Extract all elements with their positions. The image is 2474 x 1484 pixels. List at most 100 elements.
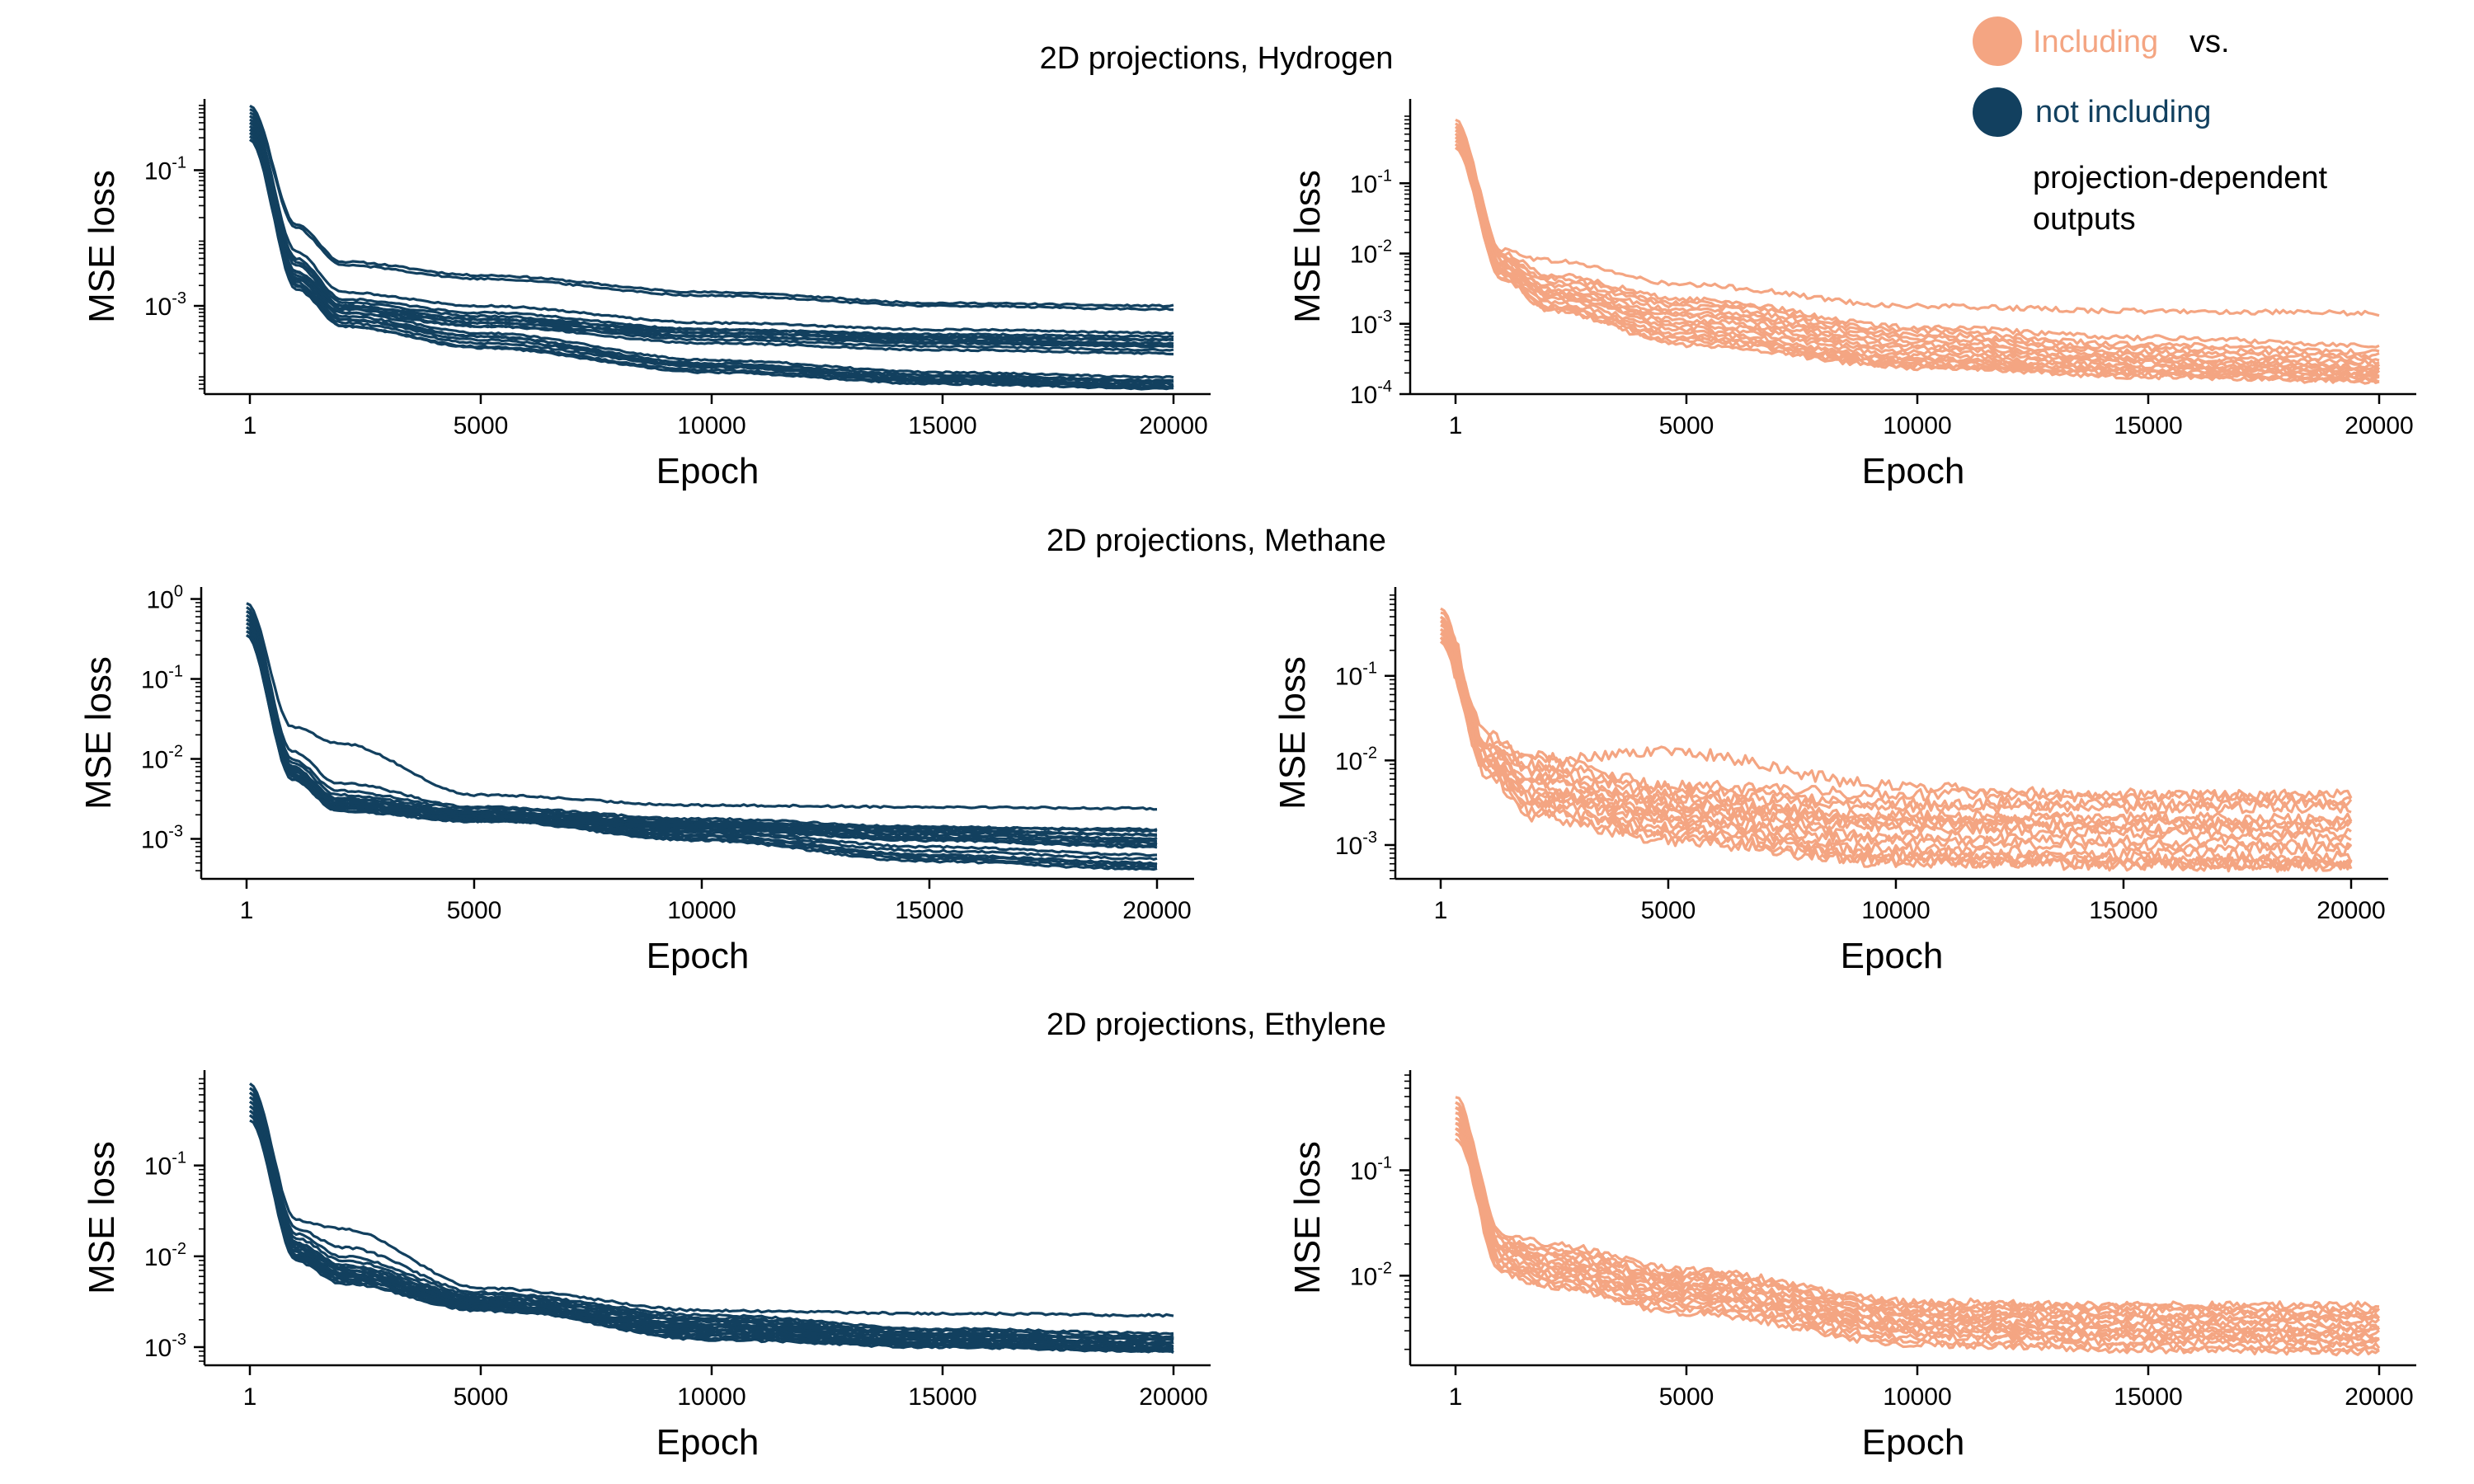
series-line-1: [249, 105, 1174, 308]
x-tick-label-20000: 20000: [1139, 1383, 1207, 1411]
series-line-17: [249, 139, 1174, 348]
x-tick-label-20000: 20000: [2345, 1383, 2413, 1411]
x-tick-label-20000: 20000: [1122, 897, 1191, 924]
y-tick-base: 10: [141, 747, 168, 774]
series-line-14: [246, 630, 1158, 871]
legend-not-including-label: not including: [2035, 95, 2211, 129]
y-tick-label--1: 10-1: [1350, 1153, 1392, 1185]
series-line-2: [249, 1087, 1174, 1336]
series-line-6: [1455, 1111, 2381, 1326]
x-tick-label-15000: 15000: [2089, 897, 2157, 924]
x-tick-label-1: 1: [1449, 412, 1463, 439]
y-tick-base: 10: [1350, 382, 1377, 409]
y-tick-label--3: 10-3: [1335, 829, 1377, 860]
y-tick-exponent: -4: [1377, 378, 1392, 396]
series-line-4: [1454, 125, 2380, 359]
row-title-ethylene: 2D projections, Ethylene: [1047, 1007, 1386, 1042]
y-tick-exponent: -3: [168, 823, 183, 841]
panel-methane-not-including: 1 5000 10000 15000 2000010010-110-210-3Epoch…: [78, 583, 1194, 976]
x-tick-label-5000: 5000: [1659, 412, 1714, 439]
series-line-8: [249, 121, 1174, 356]
series-group: [1454, 118, 2381, 385]
series-line-1: [246, 602, 1158, 811]
series-line-8: [249, 1100, 1174, 1348]
series-line-14: [249, 1114, 1174, 1355]
y-tick-base: 10: [1350, 242, 1377, 269]
x-tick-label-5000: 5000: [454, 1383, 509, 1411]
x-tick-label-10000: 10000: [677, 1383, 745, 1411]
series-line-12: [1439, 632, 2352, 867]
x-axis-label: Epoch: [656, 1422, 760, 1463]
x-tick-label-1: 1: [243, 412, 257, 439]
series-line-9: [246, 622, 1158, 857]
x-tick-label-15000: 15000: [908, 1383, 976, 1411]
x-axis-label: Epoch: [1862, 451, 1965, 491]
series-group: [1439, 607, 2353, 873]
panel-methane-including: 1 5000 10000 15000 2000010-110-210-3EpochMSE…: [1272, 587, 2388, 976]
y-tick-label--3: 10-3: [144, 289, 186, 321]
series-line-14: [1455, 1132, 2381, 1350]
legend-including-marker: [1973, 16, 2022, 66]
row-title-methane: 2D projections, Methane: [1047, 524, 1386, 558]
y-axis-label: MSE loss: [82, 1141, 122, 1294]
series-line-14: [249, 131, 1174, 391]
y-tick-base: 10: [1350, 312, 1377, 339]
series-line-18: [249, 139, 1174, 388]
series-line-1: [249, 1082, 1174, 1318]
x-axis-label: Epoch: [1862, 1422, 1965, 1463]
y-tick-exponent: -3: [1377, 308, 1392, 326]
series-line-15: [248, 1114, 1174, 1342]
y-tick-base: 10: [1350, 171, 1377, 198]
series-line-16: [246, 634, 1158, 832]
series-line-16: [249, 134, 1174, 342]
y-tick-exponent: 0: [174, 583, 183, 601]
series-group: [249, 105, 1174, 391]
x-tick-label-5000: 5000: [1641, 897, 1696, 924]
y-tick-exponent: -2: [172, 1240, 186, 1258]
series-line-3: [249, 111, 1174, 336]
y-tick-base: 10: [141, 667, 168, 694]
y-axis-label: MSE loss: [82, 170, 122, 323]
y-tick-exponent: -1: [172, 153, 186, 171]
y-tick-base: 10: [1335, 748, 1362, 775]
series-line-2: [1440, 611, 2352, 805]
series-line-5: [249, 1092, 1174, 1342]
y-tick-exponent: -2: [1377, 237, 1392, 256]
y-tick-label-0: 100: [147, 583, 184, 614]
y-tick-exponent: -1: [1362, 660, 1377, 678]
y-tick-label--1: 10-1: [141, 663, 183, 694]
y-tick-exponent: -2: [1377, 1259, 1392, 1277]
y-tick-base: 10: [144, 1335, 172, 1362]
x-tick-label-10000: 10000: [667, 897, 736, 924]
x-tick-label-20000: 20000: [1139, 412, 1207, 439]
legend-including-label: Including: [2033, 25, 2158, 59]
y-tick-label--2: 10-2: [141, 743, 183, 774]
y-tick-exponent: -3: [172, 289, 186, 308]
y-tick-label--3: 10-3: [141, 823, 183, 854]
series-line-4: [1455, 1106, 2381, 1321]
series-line-15: [249, 134, 1174, 339]
y-axis-label: MSE loss: [1287, 170, 1328, 323]
y-tick-base: 10: [1350, 1158, 1377, 1185]
y-tick-label--2: 10-2: [144, 1240, 186, 1271]
y-tick-exponent: -3: [1362, 829, 1377, 847]
series-line-16: [1440, 640, 2352, 839]
y-tick-exponent: -2: [168, 743, 183, 761]
y-axis-label: MSE loss: [1272, 656, 1313, 810]
row-title-hydrogen: 2D projections, Hydrogen: [1040, 41, 1394, 76]
y-tick-exponent: -2: [1362, 744, 1377, 762]
x-tick-label-5000: 5000: [454, 412, 509, 439]
x-tick-label-15000: 15000: [895, 897, 963, 924]
series-line-7: [248, 1096, 1174, 1346]
x-tick-label-5000: 5000: [1659, 1383, 1714, 1411]
series-group: [246, 602, 1158, 871]
series-line-10: [1454, 136, 2380, 375]
y-tick-exponent: -1: [1377, 167, 1392, 185]
series-line-12: [248, 1109, 1174, 1352]
x-tick-label-15000: 15000: [2114, 1383, 2182, 1411]
y-tick-base: 10: [144, 294, 172, 321]
series-line-8: [1455, 1116, 2381, 1333]
